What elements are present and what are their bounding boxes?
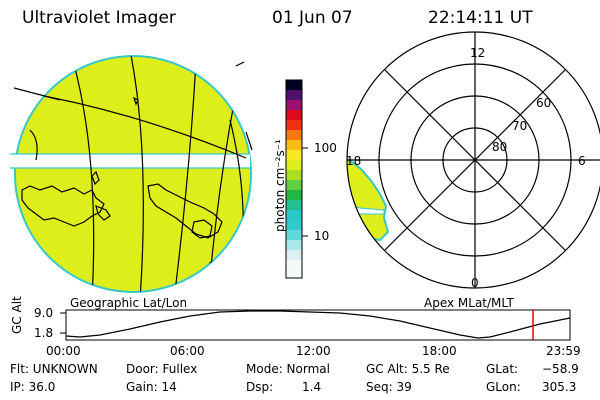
coastline [91, 170, 100, 186]
colorbar-unit-label: photon cm⁻²s⁻¹ [273, 139, 287, 232]
mlat-label-60: 60 [536, 96, 552, 110]
altitude-ytick-low: 1.8 [34, 326, 54, 340]
coastline [147, 183, 223, 239]
mlt-label-0: 0 [471, 276, 479, 290]
mlat-label-70: 70 [512, 119, 528, 133]
flight-info: Flt: UNKNOWN [10, 362, 98, 376]
coastline [191, 219, 213, 239]
door-info: Door: Fullex [126, 362, 198, 376]
polar-panel-label: Apex MLat/MLT [424, 296, 514, 310]
glon-label: GLon: [486, 380, 521, 394]
dsp-label: Dsp: [246, 380, 274, 394]
altitude-xtick: 00:00 [46, 344, 81, 358]
altitude-xtick: 12:00 [296, 344, 331, 358]
glat-label: GLat: [486, 362, 519, 376]
coastline [15, 225, 23, 237]
mlat-label-80: 80 [492, 140, 508, 154]
seq-info: Seq: 39 [366, 380, 412, 394]
app-title: Ultraviolet Imager [22, 8, 176, 28]
altitude-xtick: 18:00 [422, 344, 457, 358]
gc-alt-info: GC Alt: 5.5 Re [366, 362, 450, 376]
altitude-ytick-high: 9.0 [34, 306, 54, 320]
colorbar-tick-low: 10 [314, 229, 330, 243]
mlt-label-18: 18 [346, 154, 362, 168]
colorbar-tick-high: 100 [314, 141, 337, 155]
mode-info: Mode: Normal [246, 362, 330, 376]
dsp-value: 1.4 [302, 380, 322, 394]
data-gap-band [10, 154, 250, 168]
gain-info: Gain: 14 [126, 380, 177, 394]
polar-plot [346, 31, 600, 289]
glon-value: 305.3 [542, 380, 577, 394]
altitude-plot [60, 309, 571, 341]
glat-value: −58.9 [542, 362, 579, 376]
coastline [95, 205, 111, 221]
altitude-ylabel: GC Alt [10, 296, 24, 334]
colorbar [285, 79, 308, 279]
mlt-label-6: 6 [578, 154, 586, 168]
altitude-curve [65, 310, 571, 339]
mlt-label-12: 12 [470, 46, 486, 60]
altitude-xtick: 23:59 [546, 344, 581, 358]
geographic-image [10, 55, 253, 293]
altitude-xtick: 06:00 [170, 344, 205, 358]
ip-info: IP: 36.0 [10, 380, 56, 394]
coastline [132, 96, 139, 106]
coastline [21, 185, 105, 227]
earth-disk [14, 55, 252, 293]
geographic-panel-label: Geographic Lat/Lon [70, 296, 188, 310]
coastline [209, 261, 229, 283]
image-date: 01 Jun 07 [272, 8, 353, 28]
image-time: 22:14:11 UT [428, 8, 533, 28]
